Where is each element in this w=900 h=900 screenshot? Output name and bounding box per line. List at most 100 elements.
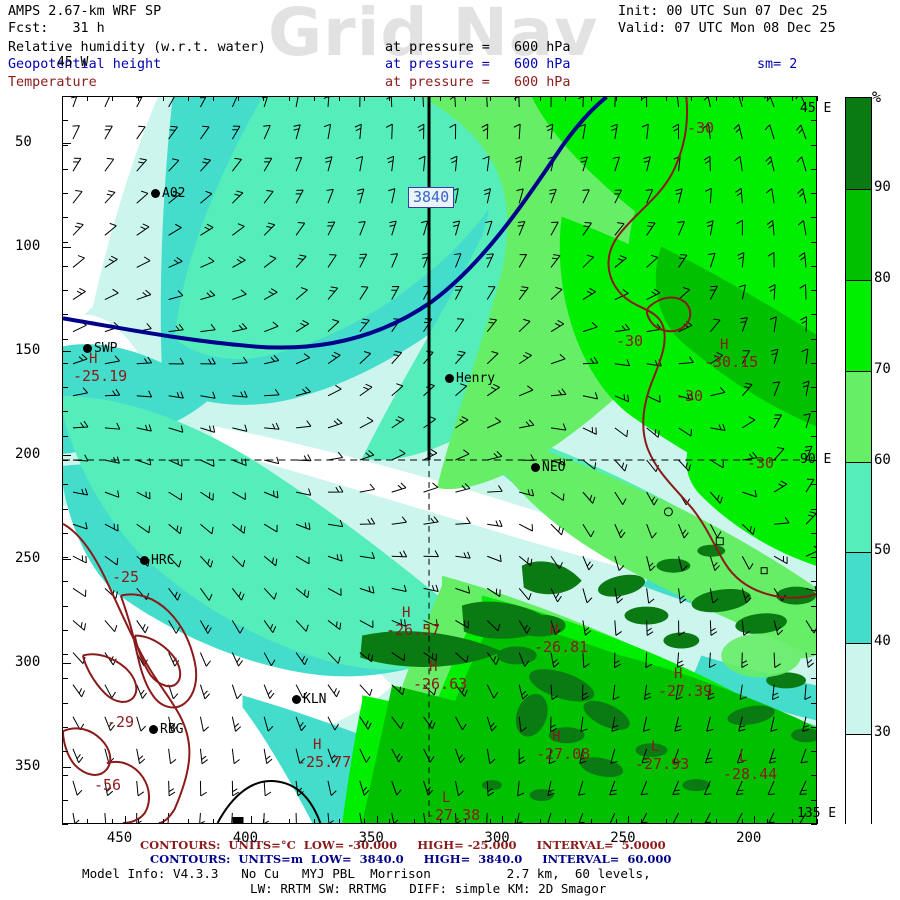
wind-barb	[609, 780, 617, 796]
wind-barb	[263, 288, 278, 300]
footer-model-info-line1: Model Info: V4.3.3 No Cu MYJ PBL Morriso…	[82, 866, 651, 881]
wind-barb	[295, 522, 311, 531]
wind-barb	[732, 97, 743, 108]
station-marker-kln[interactable]: KLN	[292, 692, 326, 707]
wind-barb	[168, 523, 182, 535]
wind-barb	[423, 482, 439, 493]
wind-barb	[295, 222, 306, 236]
wind-barb	[769, 316, 777, 332]
wind-barb	[72, 684, 85, 698]
wind-barb	[231, 620, 244, 634]
wind-barb	[678, 588, 687, 604]
wind-barb	[71, 97, 78, 108]
wind-barb	[72, 222, 84, 236]
wind-barb	[799, 780, 808, 795]
x-minor-tick	[489, 819, 491, 824]
temperature-contour-label: -25	[112, 568, 140, 586]
wind-barb	[417, 123, 425, 140]
temperature-extremum-value: -27.39	[658, 682, 713, 700]
x-minor-tick	[112, 819, 114, 824]
x-minor-tick	[338, 96, 340, 101]
lon-label-top-left: 45 W	[57, 55, 89, 70]
wind-barb	[768, 812, 775, 823]
x-tick	[502, 816, 504, 824]
y-minor-tick	[811, 702, 817, 704]
wind-barb	[231, 97, 238, 108]
wind-barb	[804, 445, 813, 461]
wind-barb	[678, 356, 694, 365]
wind-barb	[449, 123, 457, 140]
wind-barb	[327, 684, 340, 698]
temperature-extremum-type: L	[739, 749, 748, 765]
wind-barb	[703, 780, 712, 796]
wind-barb	[104, 620, 118, 633]
station-dot-icon	[140, 556, 149, 565]
wind-barb	[486, 780, 495, 797]
y-minor-tick	[811, 532, 817, 534]
station-dot-icon	[531, 463, 540, 472]
y-minor-tick	[811, 484, 817, 486]
wind-barb	[199, 716, 210, 732]
wind-barb	[231, 652, 243, 667]
wind-barb	[798, 252, 807, 268]
wind-barb	[391, 383, 404, 397]
wind-barb	[391, 416, 405, 429]
wind-barb	[483, 188, 492, 204]
station-marker-a02[interactable]: A02	[151, 186, 185, 201]
station-marker-rbg[interactable]: RBG	[149, 722, 183, 737]
wind-barb	[710, 491, 723, 504]
temperature-extremum-type: H	[550, 622, 559, 638]
wind-barb	[516, 188, 524, 204]
x-minor-tick	[62, 819, 63, 824]
y-minor-tick	[62, 751, 68, 753]
wind-barb	[706, 220, 714, 236]
station-marker-hrc[interactable]: HRC	[140, 553, 174, 568]
wind-barb	[678, 254, 688, 268]
wind-barb	[136, 748, 146, 764]
wind-barb	[706, 716, 714, 732]
station-marker-swp[interactable]: SWP	[83, 341, 117, 356]
wind-barb	[200, 391, 216, 399]
wind-barb	[386, 97, 393, 107]
x-axis-label-250: 250	[610, 830, 636, 846]
wind-barb	[295, 620, 309, 632]
wind-barb	[327, 418, 343, 429]
x-minor-tick	[414, 819, 416, 824]
wind-barb	[614, 524, 626, 539]
wind-barb	[742, 452, 758, 461]
wind-barb	[355, 155, 364, 172]
wind-barb	[487, 554, 502, 563]
wind-barb	[104, 422, 121, 430]
colorbar[interactable]	[845, 97, 872, 825]
map-plot-area[interactable]: A02 SWP Henry NEO HRC KLN RBG -30 -30 -30 -30 -25 -…	[62, 96, 817, 824]
y-minor-tick	[811, 265, 817, 267]
wind-barb	[295, 386, 311, 397]
wind-barb	[768, 284, 776, 300]
x-minor-tick	[213, 96, 214, 101]
valid-time: Valid: 07 UTC Mon 08 Dec 25	[618, 21, 836, 36]
x-minor-tick	[464, 819, 466, 824]
wind-barb	[805, 545, 816, 557]
wind-barb	[168, 256, 183, 268]
wind-barb	[72, 522, 88, 530]
wind-barb	[391, 780, 402, 796]
wind-barb	[104, 490, 120, 498]
x-minor-tick	[540, 96, 542, 101]
wind-barb	[356, 188, 365, 204]
wind-barb	[168, 458, 183, 467]
wind-barb	[742, 416, 756, 429]
temperature-contour-label: -30	[676, 387, 704, 405]
wind-barb	[199, 684, 210, 700]
wind-barb	[359, 780, 370, 796]
y-tick	[62, 350, 71, 352]
station-marker-neo[interactable]: NEO	[531, 460, 565, 475]
wind-barb	[136, 588, 150, 600]
x-minor-tick	[640, 96, 642, 101]
wind-barb	[485, 220, 493, 236]
temperature-extremum-type: L	[651, 739, 660, 755]
wind-barb	[709, 620, 718, 636]
wind-barb	[455, 483, 471, 493]
wind-barb	[423, 619, 438, 627]
wind-barb	[796, 124, 807, 140]
station-marker-henry[interactable]: Henry	[445, 371, 495, 386]
